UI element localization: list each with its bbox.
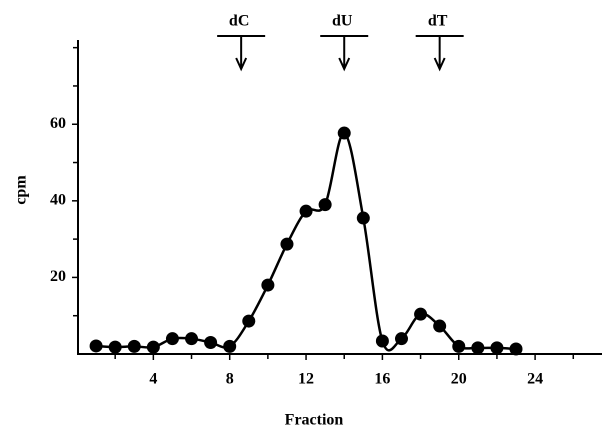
x-tick-label: 24	[527, 371, 543, 388]
y-axis-label: cpm	[13, 175, 30, 205]
data-point	[452, 339, 466, 353]
x-tick-label: 12	[298, 371, 314, 388]
data-point	[337, 126, 351, 140]
y-tick-label: 40	[50, 192, 66, 209]
data-point	[394, 332, 408, 346]
series-line	[96, 131, 517, 352]
x-tick-label: 4	[149, 371, 157, 388]
annotation-arrow	[235, 36, 248, 72]
data-point	[223, 339, 237, 353]
data-point	[108, 340, 122, 354]
data-point	[356, 211, 370, 225]
x-tick-label: 16	[374, 371, 390, 388]
annotation-arrow	[338, 36, 351, 72]
data-point	[318, 198, 332, 212]
data-point	[242, 314, 256, 328]
data-point	[127, 339, 141, 353]
data-point	[146, 340, 160, 354]
annotation-arrow	[433, 36, 446, 72]
data-point	[509, 342, 523, 356]
data-point	[165, 332, 179, 346]
data-point	[185, 332, 199, 346]
y-tick-label: 60	[50, 115, 66, 132]
data-point	[375, 334, 389, 348]
annotation-label: dC	[229, 13, 249, 30]
data-point	[299, 204, 313, 218]
data-point	[414, 307, 428, 321]
data-point	[280, 237, 294, 251]
x-tick-label: 20	[451, 371, 467, 388]
data-point	[261, 278, 275, 292]
data-point	[433, 319, 447, 333]
data-point	[490, 341, 504, 355]
data-point	[471, 341, 485, 355]
annotation-label: dU	[332, 13, 353, 30]
data-point	[204, 336, 218, 350]
x-tick-label: 8	[226, 371, 234, 388]
y-tick-label: 20	[50, 268, 66, 285]
annotation-label: dT	[428, 13, 448, 30]
x-axis-label: Fraction	[285, 412, 344, 429]
data-point	[89, 339, 103, 353]
